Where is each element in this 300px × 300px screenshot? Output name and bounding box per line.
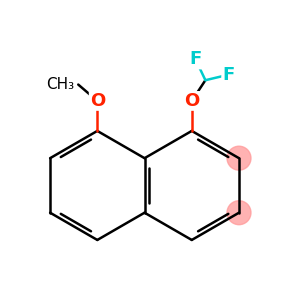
Text: F: F (222, 66, 234, 84)
Circle shape (227, 201, 251, 225)
Text: CH₃: CH₃ (46, 77, 74, 92)
Text: F: F (190, 50, 202, 68)
Circle shape (227, 146, 251, 170)
Text: O: O (90, 92, 105, 110)
Text: O: O (184, 92, 200, 110)
